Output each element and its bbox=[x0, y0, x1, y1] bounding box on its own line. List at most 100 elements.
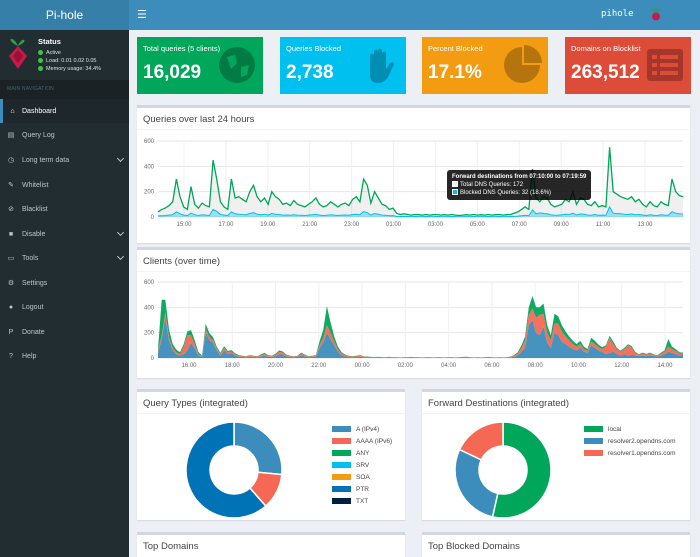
donut-slice bbox=[233, 421, 283, 476]
sidebar-item-settings[interactable]: ⚙ Settings bbox=[0, 271, 129, 295]
sidebar-item-logout[interactable]: ● Logout bbox=[0, 295, 129, 319]
legend-item[interactable]: TXT bbox=[332, 495, 392, 507]
top-blocked-title: Top Blocked Domains bbox=[428, 541, 520, 552]
tooltip-title: Forward destinations from 07:10:00 to 07… bbox=[452, 174, 587, 180]
legend-label: ANY bbox=[356, 449, 370, 457]
legend-item[interactable]: resolver2.opendns.com bbox=[584, 435, 676, 447]
x-tick-label: 16:00 bbox=[181, 363, 197, 369]
legend-item[interactable]: SOA bbox=[332, 471, 392, 483]
status-active: Active bbox=[38, 50, 61, 56]
legend-item[interactable]: AAAA (IPv6) bbox=[332, 435, 392, 447]
legend-swatch bbox=[332, 462, 351, 468]
stop-icon: ■ bbox=[8, 230, 14, 238]
x-tick-label: 02:00 bbox=[398, 363, 414, 369]
legend-item[interactable]: SRV bbox=[332, 459, 392, 471]
app-logo[interactable]: Pi-hole bbox=[0, 0, 129, 30]
x-tick-label: 01:00 bbox=[386, 222, 402, 228]
legend-swatch bbox=[332, 450, 351, 456]
box-divider bbox=[137, 271, 690, 272]
stat-label: Percent Blocked bbox=[428, 44, 483, 53]
sidebar-item-donate[interactable]: P Donate bbox=[0, 320, 129, 344]
chevron-down-icon bbox=[116, 252, 125, 261]
clock-icon: ◷ bbox=[7, 157, 15, 164]
hostname: pihole bbox=[601, 9, 634, 19]
clients-chart-box: Clients (over time) 0 200 400 600 16:00 18:00… bbox=[137, 247, 690, 378]
forward-destinations-box: Forward Destinations (integrated) local r… bbox=[422, 389, 690, 520]
box-divider bbox=[137, 129, 690, 130]
total-queries-line bbox=[157, 147, 684, 217]
menu-toggle-icon[interactable]: ☰ bbox=[137, 9, 147, 21]
x-tick-label: 11:00 bbox=[596, 222, 611, 228]
sidebar-item-dashboard[interactable]: ⌂ Dashboard bbox=[0, 99, 129, 123]
legend-item[interactable]: ANY bbox=[332, 447, 392, 459]
forward-destinations-legend: local resolver2.opendns.com resolver1.open… bbox=[584, 423, 676, 459]
legend-item[interactable]: PTR bbox=[332, 483, 392, 495]
x-tick-label: 09:00 bbox=[554, 222, 570, 228]
sidebar-item-whitelist[interactable]: ✎ Whitelist bbox=[0, 173, 129, 197]
logo-text: Pi-hole bbox=[45, 8, 84, 22]
sidebar-item-help[interactable]: ? Help bbox=[0, 344, 129, 368]
status-load: Load: 0.01 0.02 0.05 bbox=[38, 58, 96, 64]
question-icon: ? bbox=[9, 352, 13, 360]
legend-swatch bbox=[584, 438, 603, 444]
queries-chart-box: Queries over last 24 hours 0 200 400 600 15:… bbox=[137, 105, 690, 243]
legend-item[interactable]: A (IPv4) bbox=[332, 423, 392, 435]
donut-slice bbox=[185, 421, 267, 519]
sidebar-item-long-term-data[interactable]: ◷ Long term data bbox=[0, 148, 129, 172]
pihole-raspberry-icon[interactable] bbox=[649, 8, 663, 22]
box-divider bbox=[422, 413, 690, 414]
x-tick-label: 04:00 bbox=[441, 363, 457, 369]
donut-slice bbox=[454, 448, 499, 518]
globe-icon bbox=[219, 47, 255, 83]
legend-item[interactable]: resolver1.opendns.com bbox=[584, 447, 676, 459]
y-tick-label: 400 bbox=[144, 164, 155, 170]
stat-queries-blocked: Queries Blocked 2,738 bbox=[280, 37, 406, 94]
stat-value: 2,738 bbox=[286, 62, 334, 83]
x-tick-label: 13:00 bbox=[637, 222, 653, 228]
x-tick-label: 18:00 bbox=[225, 363, 241, 369]
legend-swatch bbox=[332, 474, 351, 480]
x-tick-label: 23:00 bbox=[344, 222, 360, 228]
query-types-box: Query Types (integrated) A (IPv4) AAAA (I… bbox=[137, 389, 405, 520]
legend-swatch bbox=[332, 498, 351, 504]
donut-slice bbox=[458, 421, 504, 461]
status-memory: Memory usage: 34.4% bbox=[38, 66, 101, 72]
stat-value: 17.1% bbox=[428, 62, 482, 83]
query-types-legend: A (IPv4) AAAA (IPv6) ANY SRV SOA PTR TXT bbox=[332, 423, 392, 507]
y-tick-label: 600 bbox=[144, 280, 155, 286]
blocked-queries-line bbox=[158, 205, 684, 218]
sidebar-item-disable[interactable]: ■ Disable bbox=[0, 222, 129, 246]
sidebar-item-blacklist[interactable]: ⊘ Blacklist bbox=[0, 197, 129, 221]
nav-header: MAIN NAVIGATION bbox=[0, 80, 129, 99]
sidebar-item-tools[interactable]: ▭ Tools bbox=[0, 246, 129, 270]
clients-chart-title: Clients (over time) bbox=[143, 256, 221, 267]
legend-swatch bbox=[584, 426, 603, 432]
stat-percent-blocked: Percent Blocked 17.1% bbox=[422, 37, 548, 94]
x-tick-label: 07:00 bbox=[512, 222, 528, 228]
legend-item[interactable]: local bbox=[584, 423, 676, 435]
legend-label: resolver2.opendns.com bbox=[608, 437, 676, 445]
stat-label: Queries Blocked bbox=[286, 44, 342, 53]
x-tick-label: 06:00 bbox=[484, 363, 500, 369]
legend-label: AAAA (IPv6) bbox=[356, 437, 393, 445]
x-tick-label: 14:00 bbox=[657, 363, 673, 369]
legend-label: local bbox=[608, 425, 622, 433]
clients-chart: 0 200 400 600 16:00 18:00 20:00 22:00 00:00 02:00… bbox=[144, 280, 683, 369]
paypal-icon: P bbox=[8, 328, 14, 336]
query-types-title: Query Types (integrated) bbox=[143, 398, 248, 409]
x-tick-label: 00:00 bbox=[355, 363, 371, 369]
queries-chart-title: Queries over last 24 hours bbox=[143, 114, 255, 125]
user-icon: ● bbox=[8, 303, 14, 311]
stat-label: Domains on Blocklist bbox=[571, 44, 641, 53]
query-types-donut bbox=[185, 421, 283, 519]
sidebar-item-query-log[interactable]: ▤ Query Log bbox=[0, 123, 129, 147]
y-tick-label: 0 bbox=[151, 215, 155, 221]
status-title: Status bbox=[38, 37, 61, 46]
top-domains-box: Top Domains bbox=[137, 532, 405, 557]
tooltip-swatch-icon bbox=[452, 189, 458, 196]
x-tick-label: 22:00 bbox=[311, 363, 327, 369]
blocked-queries-area bbox=[158, 206, 683, 217]
legend-swatch bbox=[332, 426, 351, 432]
gears-icon: ⚙ bbox=[7, 280, 15, 287]
x-tick-label: 05:00 bbox=[470, 222, 486, 228]
